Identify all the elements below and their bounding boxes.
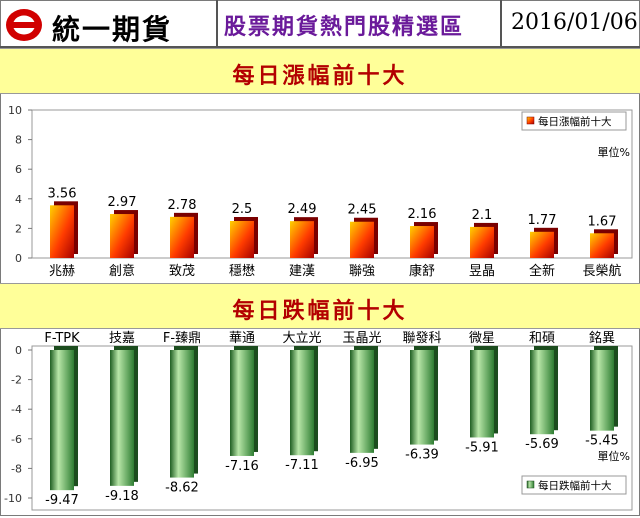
data-label: 2.5: [232, 202, 253, 217]
category-label: 銘異: [589, 331, 615, 346]
data-label: -6.95: [345, 456, 379, 471]
y-tick-label: -6: [11, 433, 22, 446]
gainers-chart: 0 2 4 6 8 10 3.56 兆赫 2.97 創意 2.78 致茂 2.5 穩懋 2.49 建漢 2.45…: [0, 94, 640, 282]
y-tick-label: -10: [4, 492, 22, 505]
category-label: 技嘉: [109, 331, 135, 346]
y-tick-label: 4: [15, 193, 22, 206]
y-tick-label: -4: [11, 403, 22, 416]
page-header: 統一期貨 股票期貨熱門股精選區 2016/01/06: [0, 0, 640, 48]
category-label: 聯發科: [402, 331, 441, 346]
category-label: F-臻鼎: [163, 331, 201, 346]
data-label: 1.67: [588, 214, 617, 229]
data-label: -5.45: [585, 434, 619, 449]
bar: [170, 350, 194, 478]
category-label: 穩懋: [229, 263, 255, 279]
bar: [410, 350, 434, 445]
bar: [470, 350, 494, 438]
bar: [230, 350, 254, 456]
bar: [350, 350, 374, 453]
y-tick-label: 10: [8, 104, 22, 117]
category-label: 聯強: [349, 264, 375, 279]
legend-box: [521, 111, 627, 131]
logo-mark-icon: [6, 9, 42, 41]
data-label: -7.11: [285, 458, 319, 473]
bar: [530, 231, 554, 258]
unit-label: 單位%: [598, 449, 630, 463]
gainers-banner: 每日漲幅前十大: [0, 48, 640, 94]
data-label: -9.47: [45, 493, 79, 508]
legend-swatch: [526, 480, 535, 489]
y-tick-label: 2: [15, 222, 22, 235]
company-logo: 統一期貨: [4, 6, 214, 46]
data-label: 1.77: [528, 213, 557, 228]
category-label: 全新: [529, 263, 555, 279]
y-tick-label: 6: [15, 163, 22, 176]
category-label: 建漢: [289, 264, 315, 279]
bar: [50, 350, 74, 491]
legend-label: 每日漲幅前十大: [538, 115, 612, 128]
y-tick-label: 0: [15, 252, 22, 265]
category-label: 和碩: [529, 331, 555, 346]
data-label: 2.49: [288, 202, 317, 217]
bar: [230, 221, 254, 258]
category-label: 微星: [469, 331, 495, 346]
losers-chart-svg: 0 -2 -4 -6 -8 -10 -9.47 F-TPK -9.18 技嘉 -8.62 F-臻鼎 -7…: [4, 331, 633, 511]
data-label: -5.91: [465, 440, 499, 455]
category-label: F-TPK: [44, 331, 80, 346]
data-label: -7.16: [225, 459, 259, 474]
category-label: 玉晶光: [342, 331, 381, 346]
y-tick-label: -8: [11, 462, 22, 475]
gainers-title: 每日漲幅前十大: [232, 63, 408, 89]
losers-banner: 每日跌幅前十大: [0, 283, 640, 329]
bar: [50, 205, 74, 258]
legend-swatch: [526, 116, 535, 125]
y-tick-label: 0: [15, 344, 22, 357]
category-label: 致茂: [169, 264, 195, 279]
category-label: 大立光: [282, 331, 321, 346]
bar: [350, 221, 374, 258]
category-label: 長榮航: [582, 263, 621, 279]
y-tick-label: -2: [11, 374, 22, 387]
bar: [590, 233, 614, 258]
bar: [470, 226, 494, 258]
header-divider: [500, 0, 502, 46]
data-label: 2.78: [168, 198, 197, 213]
report-date: 2016/01/06: [511, 10, 638, 35]
bar: [110, 350, 134, 486]
losers-title: 每日跌幅前十大: [232, 298, 408, 324]
data-label: -6.39: [405, 448, 439, 463]
bar: [590, 350, 614, 431]
logo-text: 統一期貨: [52, 13, 173, 46]
bar: [110, 214, 134, 258]
gainers-chart-svg: 0 2 4 6 8 10 3.56 兆赫 2.97 創意 2.78 致茂 2.5 穩懋 2.49 建漢 2.45…: [8, 104, 633, 279]
data-label: 2.16: [408, 207, 437, 222]
category-label: 昱晶: [469, 264, 495, 279]
category-label: 華通: [229, 331, 255, 346]
category-label: 創意: [109, 263, 135, 279]
page-title: 股票期貨熱門股精選區: [224, 14, 465, 40]
category-label: 兆赫: [49, 264, 75, 279]
data-label: 2.97: [108, 195, 137, 210]
data-label: -8.62: [165, 481, 199, 496]
losers-chart: 0 -2 -4 -6 -8 -10 -9.47 F-TPK -9.18 技嘉 -8.62 F-臻鼎 -7…: [0, 328, 640, 514]
unit-label: 單位%: [598, 145, 630, 159]
legend-box: [521, 475, 627, 495]
header-divider: [216, 0, 218, 46]
bar: [410, 226, 434, 258]
bar: [170, 216, 194, 258]
bar: [290, 350, 314, 456]
y-tick-label: 8: [15, 134, 22, 147]
data-label: 3.56: [48, 186, 77, 201]
data-label: 2.45: [348, 203, 377, 218]
bar: [530, 350, 554, 435]
data-label: -5.69: [525, 437, 559, 452]
legend-label: 每日跌幅前十大: [538, 479, 612, 492]
data-label: -9.18: [105, 489, 139, 504]
data-label: 2.1: [472, 208, 493, 223]
category-label: 康舒: [409, 263, 435, 279]
bar: [290, 221, 314, 258]
